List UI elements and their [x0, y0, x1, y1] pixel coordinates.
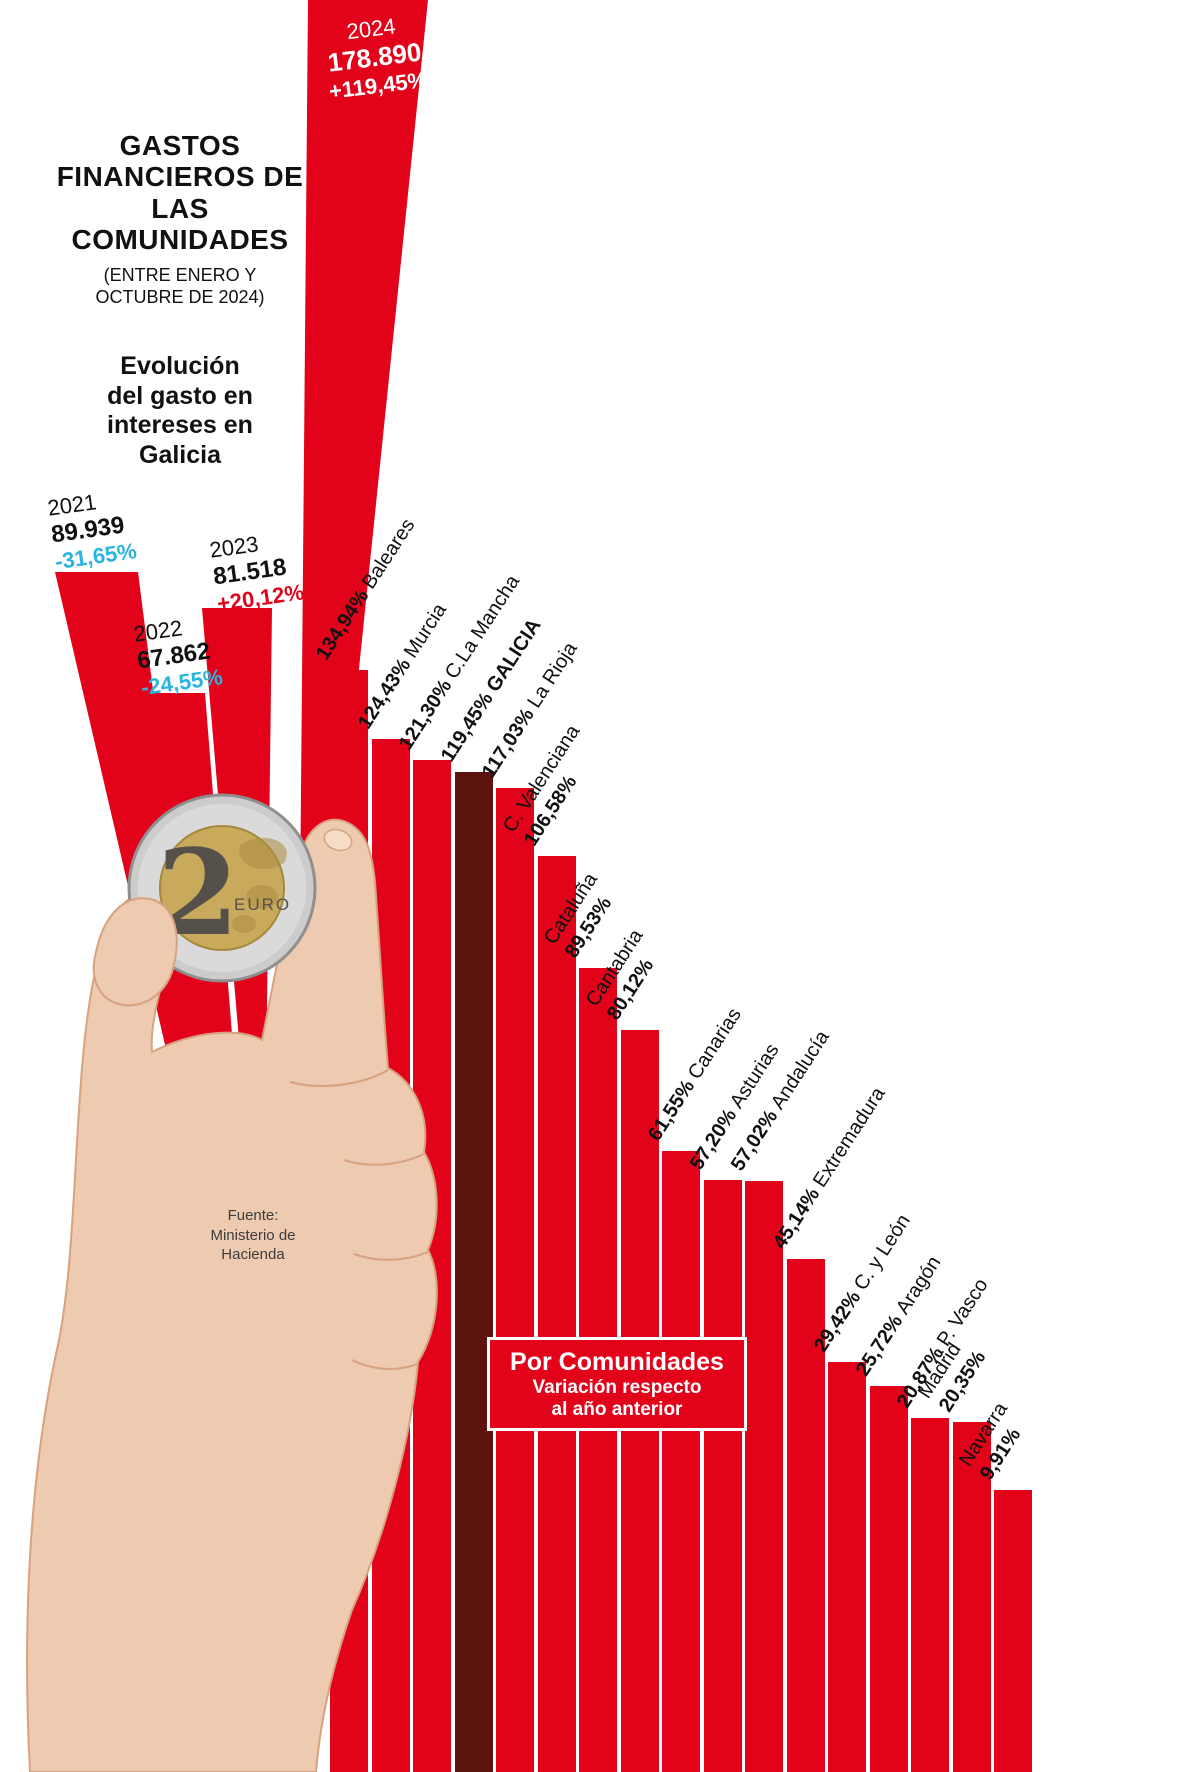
box-title: Por Comunidades [510, 1348, 724, 1376]
bar-P. Vasco [911, 1418, 949, 1772]
bar-Canarias [662, 1151, 700, 1772]
page-subtitle: (ENTRE ENERO Y OCTUBRE DE 2024) [95, 265, 265, 308]
bar-Asturias [703, 1180, 742, 1772]
box-subtitle-1: Variación respecto [532, 1377, 702, 1398]
chart-header: GASTOS FINANCIEROS DE LAS COMUNIDADES (E… [55, 130, 305, 309]
galicia-section-title: Evolución del gasto en intereses en Gali… [107, 352, 253, 469]
source-note: Fuente: Ministerio de Hacienda [210, 1207, 296, 1263]
bar-GALICIA [454, 772, 493, 1772]
box-subtitle-2: al año anterior [551, 1398, 683, 1420]
page-title: GASTOS FINANCIEROS DE LAS COMUNIDADES [56, 130, 304, 256]
bar-Extremadura [786, 1259, 825, 1772]
bar-Andalucía [745, 1181, 783, 1772]
year-block-2023: 2023 81.518 +20,12% [208, 526, 306, 617]
bar-Navarra [994, 1490, 1032, 1772]
year-block-2022: 2022 67.862 -24,55% [132, 611, 224, 702]
por-comunidades-box: Por Comunidades Variación respecto al añ… [487, 1337, 747, 1431]
bar-La Rioja [496, 788, 534, 1772]
bar-Madrid [952, 1422, 991, 1772]
bar-C. Valenciana [537, 856, 576, 1772]
bar-Aragón [869, 1386, 908, 1772]
thumb-tip [92, 897, 178, 1007]
index-fingernail [323, 828, 353, 852]
bar-C. y León [828, 1362, 866, 1772]
coin-word-euro: EURO [234, 895, 291, 914]
year-block-2021: 2021 89.939 -31,65% [46, 485, 138, 576]
year-block-2024: 2024 178.890 +119,45% [308, 9, 441, 106]
